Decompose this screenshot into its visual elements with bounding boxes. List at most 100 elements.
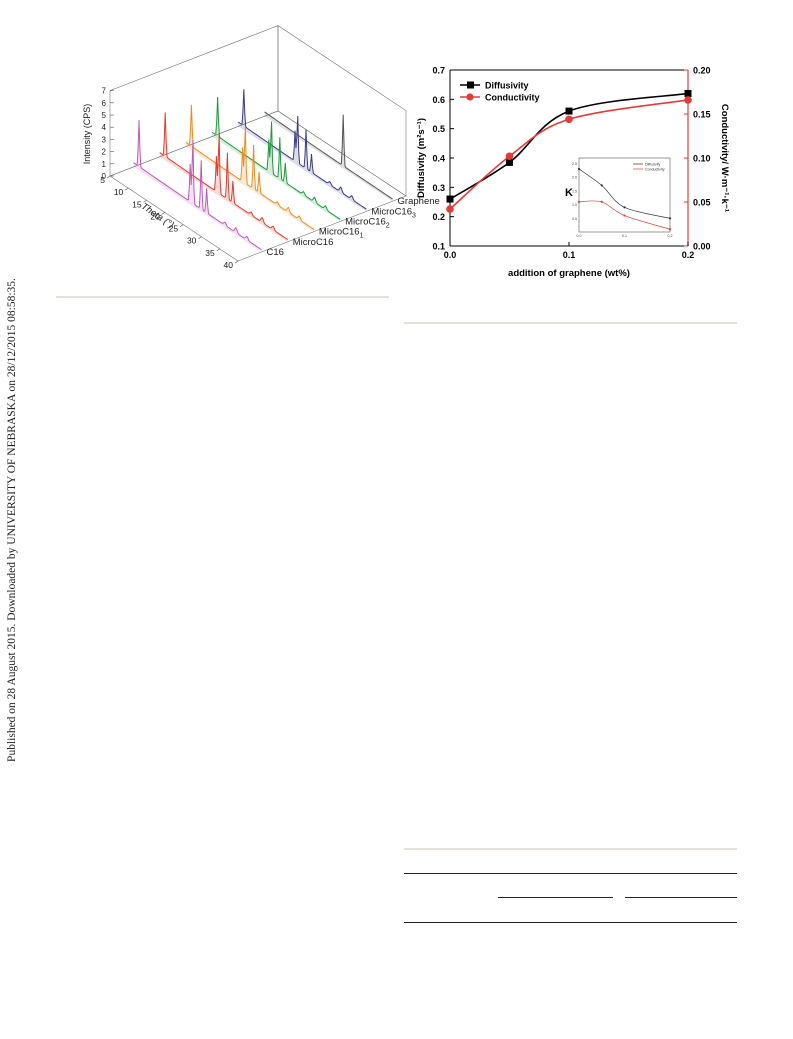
x-tick-mark [179, 224, 184, 227]
y-tick-label: 2 [102, 148, 107, 157]
y2-tick-label: 0.05 [693, 198, 711, 208]
floor-plane [109, 110, 407, 262]
x-tick-mark [216, 248, 220, 252]
series-line [449, 99, 689, 210]
inset-line [578, 200, 671, 230]
table-rule-group-2 [625, 897, 737, 898]
inset-point [623, 206, 626, 209]
y-tick-label: 0.3 [432, 183, 445, 193]
y-tick-label: 4 [102, 123, 107, 132]
inset-y-tick: 0.5 [572, 217, 577, 221]
spectrum-line [211, 97, 341, 220]
y-tick-label: 0.2 [432, 212, 445, 222]
inset-k-label: K [565, 187, 573, 199]
figure-divider-right [404, 322, 737, 324]
x-tick-label: 0.2 [682, 250, 695, 260]
x-tick-label: 20 [150, 211, 160, 221]
series-label: MicroC163 [371, 206, 416, 219]
x-tick-label: 10 [114, 187, 124, 197]
series-label-subscript: 1 [360, 233, 364, 240]
x-axis-label: addition of graphene (wt%) [508, 268, 630, 279]
data-point-square [565, 107, 573, 115]
diffusivity-conductivity-chart: 0.1 0.2 0.3 0.4 0.5 0.6 0.7 0.00 0.05 0.10 0.15 0.2… [416, 66, 730, 280]
figure-divider-left [56, 296, 389, 298]
table-top-divider [404, 848, 737, 850]
y-tick-label: 3 [102, 135, 107, 144]
y-tick-label: 0.5 [432, 124, 445, 134]
inset-frame [578, 157, 671, 233]
y-tick-label: 0.7 [432, 66, 445, 76]
inset-y-tick: 2.5 [572, 162, 577, 166]
y-tick-label: 7 [102, 87, 107, 96]
y2-tick-label: 0.10 [693, 154, 711, 164]
x-tick-mark [106, 175, 111, 179]
y-tick-label: 0 [102, 172, 107, 181]
series-label-subscript: 3 [412, 212, 416, 219]
x-tick-mark [143, 200, 147, 203]
x-tick-mark [234, 260, 239, 264]
inset-legend-label: Diffusivity [645, 162, 661, 166]
x-tick-label: 0.0 [444, 250, 457, 260]
x-tick-label: 40 [224, 260, 234, 270]
inset-y-tick: 1.0 [572, 203, 577, 207]
spectrum-line [185, 104, 315, 230]
legend-marker [467, 81, 474, 89]
spectrum-line [238, 89, 367, 210]
table-rule-group-1 [498, 897, 613, 898]
x-tick-label: 35 [205, 248, 215, 258]
series-label: Graphene [398, 196, 440, 207]
legend-marker [466, 93, 474, 101]
y-tick-label: 0.4 [432, 154, 445, 164]
series-label: C16 [267, 247, 284, 258]
download-watermark: Published on 28 August 2015. Downloaded … [0, 0, 24, 1039]
y-tick-label: 0.6 [432, 95, 445, 105]
y-tick-label: 6 [102, 99, 107, 108]
watermark-text: Published on 28 August 2015. Downloaded … [6, 278, 18, 762]
inset-point [577, 200, 581, 203]
inset-point [668, 217, 672, 220]
inset-x-tick: 0.1 [622, 234, 627, 238]
data-point-square [684, 89, 692, 97]
data-point-circle [565, 115, 573, 124]
table-rule-top [404, 873, 737, 874]
y-tick-label: 1 [102, 160, 107, 169]
inset-point [577, 167, 581, 171]
y2-axis-label: Conductivity/ W·m⁻¹·k⁻¹ [719, 104, 730, 212]
x-tick-mark [161, 212, 166, 215]
inset-line [578, 168, 671, 219]
x-tick-label: 30 [187, 236, 197, 246]
inset-point [668, 228, 672, 231]
legend-label: Conductivity [485, 93, 540, 103]
spectrum-line [133, 120, 262, 251]
back-wall-left [109, 25, 279, 177]
inset-x-tick: 0.0 [577, 234, 582, 238]
data-point-square [446, 195, 454, 203]
x-tick-mark [125, 187, 129, 191]
inset-legend-label: Conductivity [645, 167, 665, 171]
x-tick-label: 25 [169, 224, 179, 234]
spectrum-fill [133, 120, 262, 252]
data-point-circle [446, 205, 454, 213]
data-point-circle [505, 152, 514, 161]
spectrum-line [159, 112, 289, 240]
legend-label: Diffusivity [485, 81, 529, 91]
inset-x-tick: 0.2 [668, 234, 673, 238]
table-rule-bottom [404, 922, 737, 923]
spectrum-line [264, 111, 393, 200]
y2-tick-label: 0.15 [693, 110, 711, 120]
y-axis-label: Intensity (CPS) [82, 104, 92, 165]
back-wall-rear [277, 25, 407, 197]
series-label: MicroC16 [293, 237, 334, 248]
data-point-circle [684, 96, 692, 104]
y-axis-label: Diffusivity (m²s⁻¹) [416, 118, 427, 198]
inset-point [623, 214, 626, 217]
x-tick-label: 15 [132, 199, 142, 209]
y-tick-label: 0.1 [432, 242, 445, 252]
inset-y-tick: 2.0 [572, 176, 577, 180]
y-tick-label: 5 [102, 111, 107, 120]
x-tick-label: 5 [100, 175, 105, 185]
x-tick-mark [198, 236, 202, 239]
y2-tick-label: 0.20 [693, 66, 711, 76]
inset-point [600, 200, 603, 203]
